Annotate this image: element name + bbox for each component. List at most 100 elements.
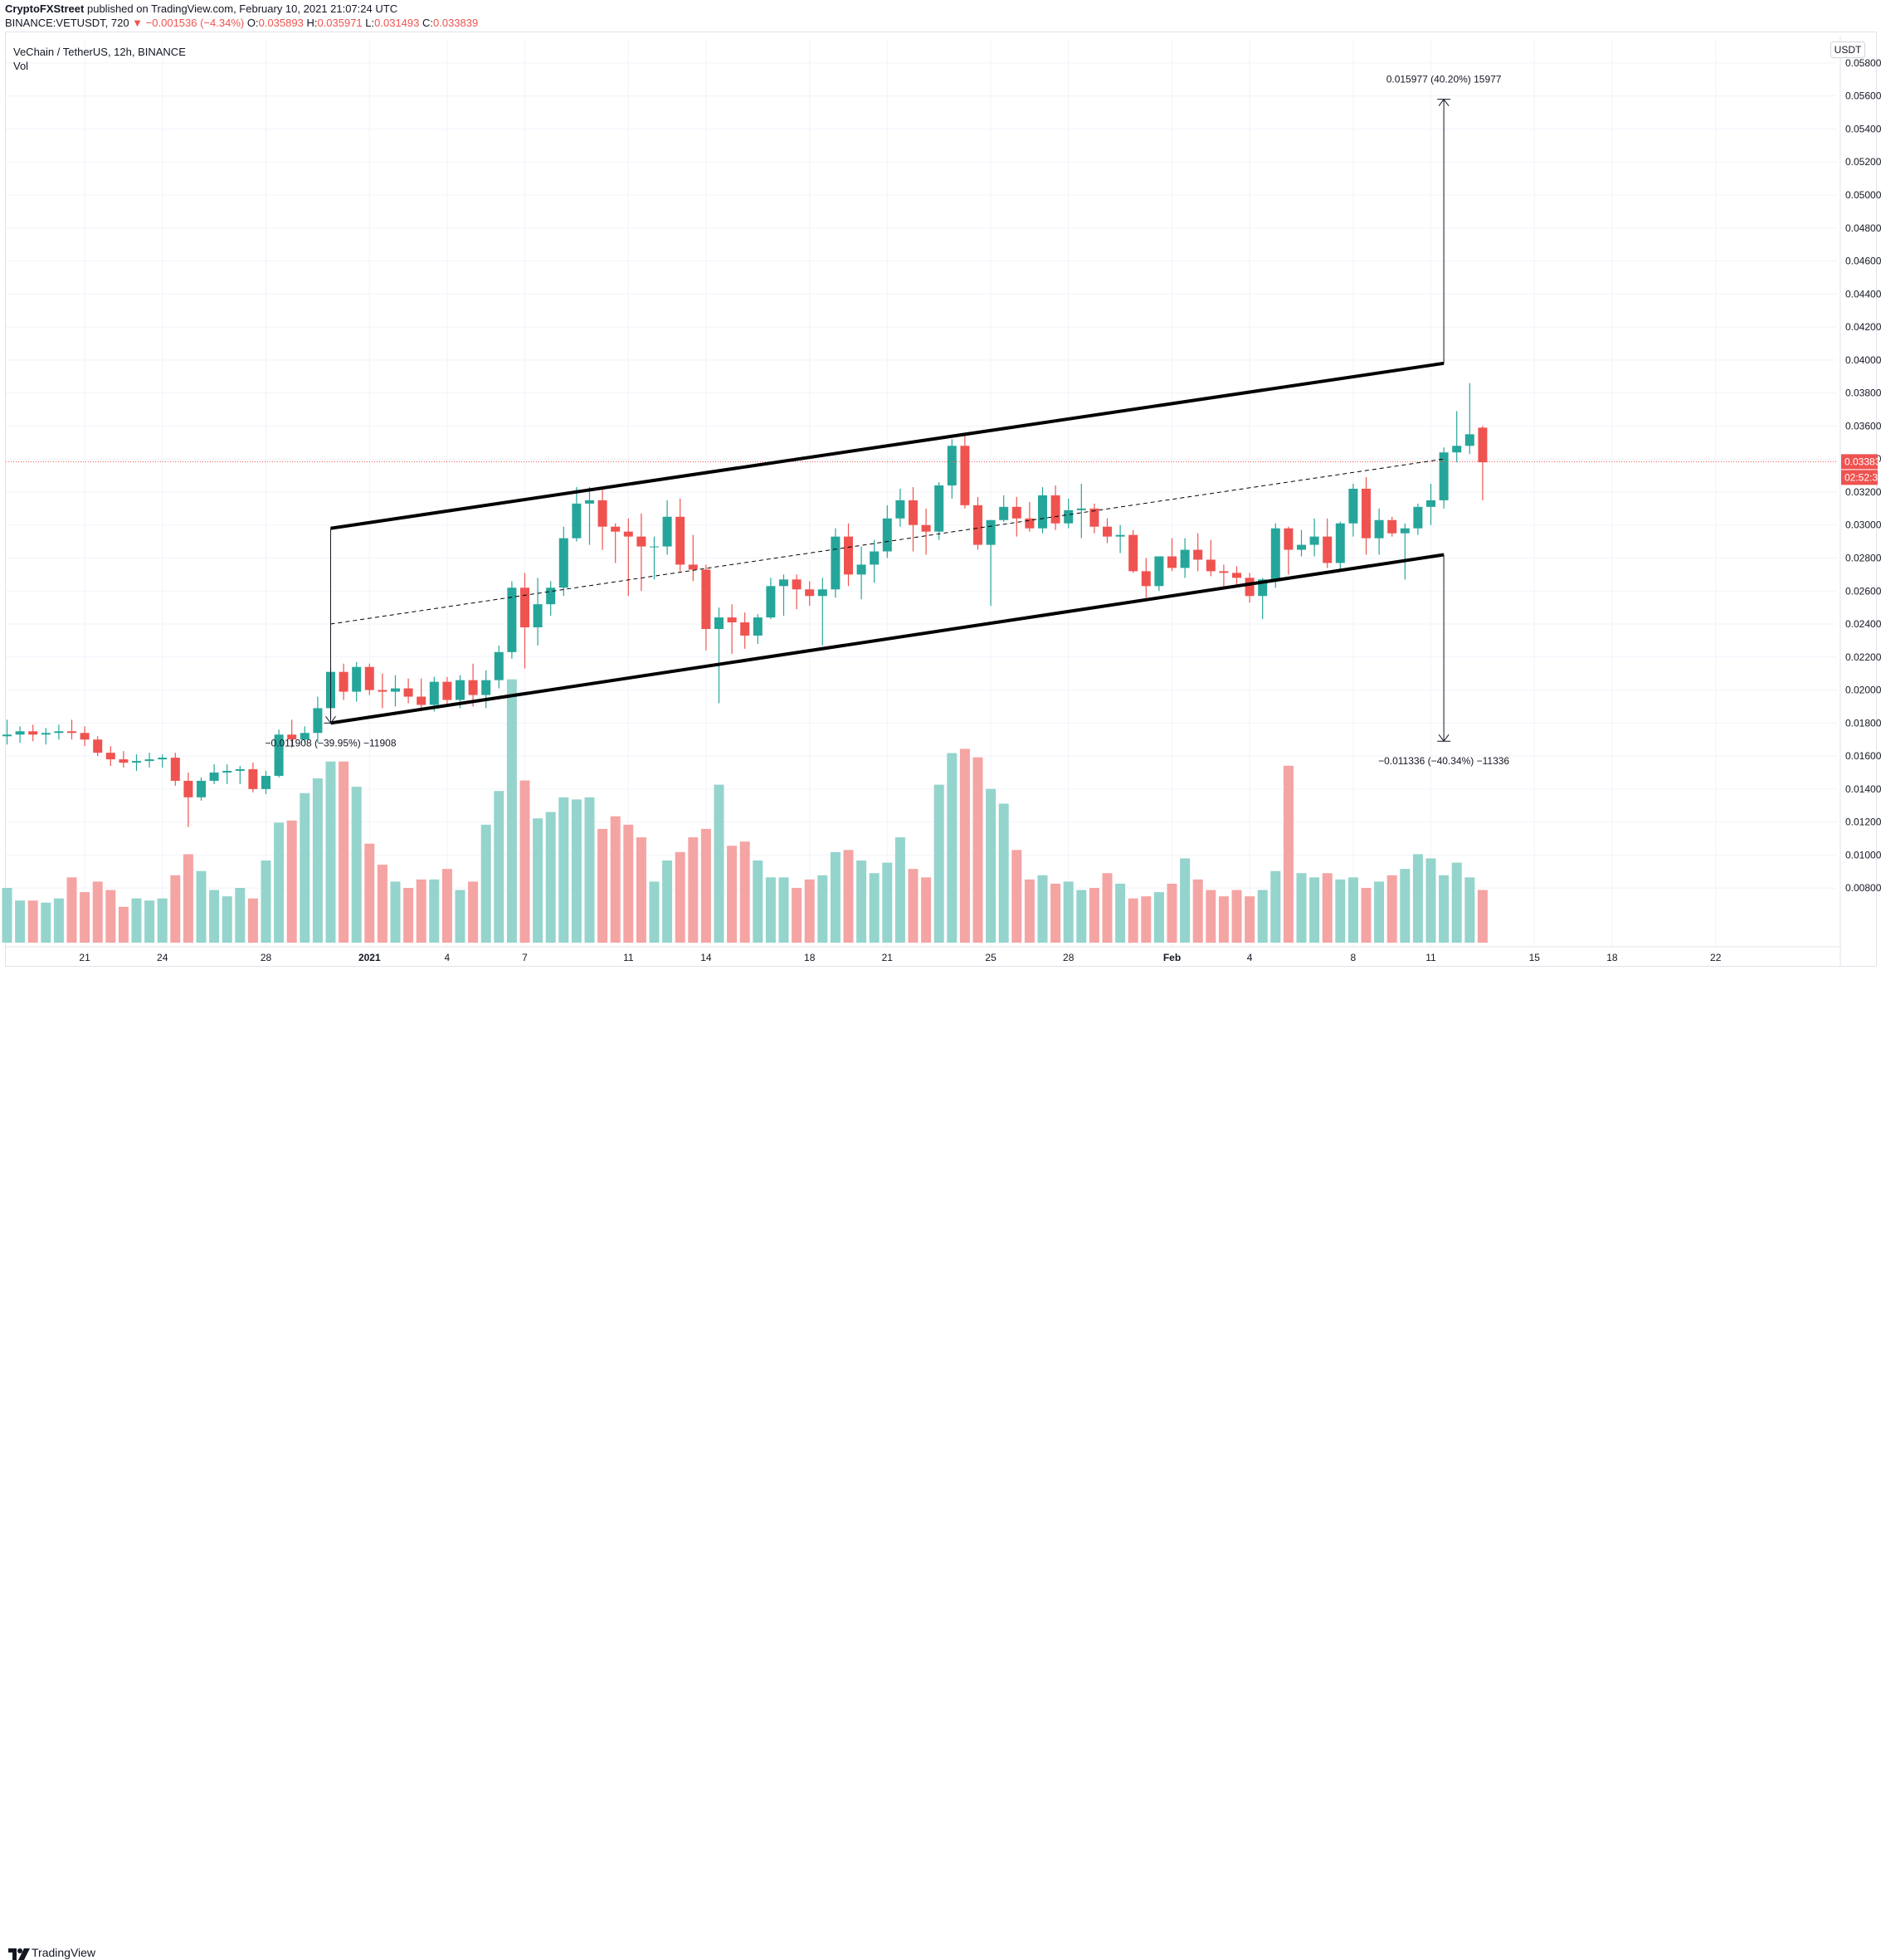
time-tick-label: 15 <box>1529 952 1541 963</box>
time-tick-label: 7 <box>522 952 528 963</box>
time-tick-label: 28 <box>1063 952 1075 963</box>
volume-bar <box>610 816 621 943</box>
volume-bar <box>597 828 608 943</box>
channel-mid-line <box>330 458 1445 625</box>
published-text: published on TradingView.com, February 1… <box>86 2 398 15</box>
candle-body <box>1011 506 1021 519</box>
publisher-name[interactable]: CryptoFXStreet <box>5 2 85 15</box>
high-label: H: <box>306 17 318 29</box>
candle-body <box>144 759 154 762</box>
volume-bar <box>170 875 181 943</box>
volume-bar <box>41 902 51 943</box>
countdown-tag <box>1841 470 1878 485</box>
time-tick-label: 4 <box>1247 952 1253 963</box>
volume-bar <box>959 748 970 943</box>
time-tick-label: 22 <box>1710 952 1722 963</box>
candle-body <box>1154 556 1164 587</box>
tradingview-brand[interactable]: TradingView <box>32 1946 96 1959</box>
candle-body <box>1206 559 1216 572</box>
candle-body <box>1452 446 1462 453</box>
volume-bar <box>986 788 997 943</box>
volume-bar <box>131 898 142 943</box>
volume-bar <box>209 890 220 943</box>
volume-bar <box>1037 875 1048 943</box>
measure-label: 0.015977 (40.20%) 15977 <box>1386 74 1502 85</box>
candle-body <box>105 753 115 760</box>
volume-bar <box>1102 873 1113 943</box>
candle-body <box>158 758 168 760</box>
candle-body <box>41 733 51 735</box>
candle-body <box>209 773 219 781</box>
volume-bar <box>339 761 349 943</box>
candle-body <box>339 671 348 692</box>
volume-indicator-title[interactable]: Vol <box>13 60 29 72</box>
volume-bar <box>1451 862 1462 943</box>
candle-body <box>1025 518 1035 529</box>
volume-bar <box>1115 883 1126 943</box>
chart-pane[interactable] <box>5 32 1877 967</box>
time-tick-label: 24 <box>157 952 168 963</box>
candle-body <box>572 503 582 539</box>
candle-body <box>442 681 452 700</box>
candle-body <box>1323 536 1333 563</box>
candle-body <box>1413 506 1423 529</box>
volume-bar <box>364 843 375 943</box>
volume-bar <box>908 869 919 943</box>
candle-body <box>1038 495 1047 529</box>
time-tick-label: 18 <box>1606 952 1618 963</box>
candle-body <box>792 579 802 590</box>
tradingview-logo-icon[interactable] <box>8 1948 30 1960</box>
change-down-icon: ▼ <box>132 17 144 29</box>
candle-body <box>597 500 607 527</box>
ohlc-line: BINANCE:VETUSDT, 720 ▼ −0.001536 (−4.34%… <box>5 17 478 30</box>
candle-body <box>248 769 258 789</box>
candle-body <box>1103 526 1112 537</box>
volume-bar <box>1063 881 1074 943</box>
price-chart[interactable]: −0.011908 (−39.95%) −11908 0.015977 (40.2… <box>0 0 1881 997</box>
candle-body <box>766 586 776 618</box>
candle-body <box>623 531 633 537</box>
open-label: O: <box>246 17 259 29</box>
candle-body <box>183 780 193 797</box>
candle-body <box>300 733 309 740</box>
candle-body <box>1219 571 1229 573</box>
volume-bar <box>92 881 103 943</box>
candle-body <box>650 546 659 548</box>
time-tick-label: 18 <box>804 952 816 963</box>
open-value: 0.035893 <box>258 17 304 29</box>
time-axis: 21 24 28 2021 4 7 11 14 18 21 25 28 Feb 4 8 11 15 18 22 <box>6 946 1840 963</box>
volume-bar <box>261 861 271 943</box>
candle-body <box>132 761 141 763</box>
candle-body <box>1439 452 1449 500</box>
volume-bar <box>1322 873 1333 943</box>
volume-bar <box>1283 765 1294 943</box>
candle-body <box>429 681 439 705</box>
candle-body <box>1362 488 1371 539</box>
symbol-interval: BINANCE:VETUSDT, 720 <box>5 17 129 29</box>
candle-body <box>1374 519 1384 539</box>
currency-button[interactable]: USDT <box>1830 41 1865 58</box>
candle-body <box>93 739 103 753</box>
volume-bar <box>403 888 414 943</box>
candle-body <box>611 526 621 532</box>
time-tick-label: 11 <box>623 952 634 963</box>
volume-bar <box>869 873 880 943</box>
bar-countdown: 02:52:37 <box>1844 471 1881 483</box>
volume-bar <box>105 890 116 943</box>
candle-body <box>688 564 698 570</box>
volume-bar <box>688 837 699 943</box>
volume-bar <box>480 824 491 943</box>
volume-bar <box>856 861 867 943</box>
volume-bar <box>468 881 479 943</box>
time-tick-label: 2021 <box>358 952 381 963</box>
chart-header: CryptoFXStreet published on TradingView.… <box>0 0 1881 30</box>
volume-bar <box>662 861 673 943</box>
candle-body <box>364 666 374 690</box>
